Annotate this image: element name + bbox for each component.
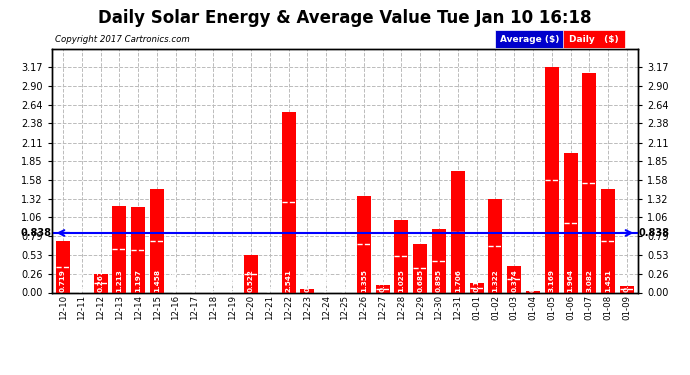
Bar [112,206,126,292]
Text: 0.127: 0.127 [473,269,480,292]
Text: 1.197: 1.197 [135,269,141,292]
Bar [413,244,427,292]
Text: 0.685: 0.685 [417,268,423,292]
Text: Daily Solar Energy & Average Value Tue Jan 10 16:18: Daily Solar Energy & Average Value Tue J… [98,9,592,27]
Text: 1.322: 1.322 [493,269,498,292]
Text: Daily   ($): Daily ($) [569,34,619,44]
Text: 0.267: 0.267 [97,269,104,292]
Bar [131,207,146,292]
Text: 0.000: 0.000 [192,269,197,292]
Text: 1.706: 1.706 [455,269,461,292]
Bar [451,171,465,292]
Bar [282,112,295,292]
Bar [507,266,521,292]
Text: 0.522: 0.522 [248,269,254,292]
Text: Copyright 2017 Cartronics.com: Copyright 2017 Cartronics.com [55,35,190,44]
Text: 0.000: 0.000 [210,269,217,292]
Text: 0.000: 0.000 [79,269,85,292]
Text: 0.048: 0.048 [304,269,310,292]
Text: 1.964: 1.964 [568,269,573,292]
Bar [56,242,70,292]
Text: 2.541: 2.541 [286,269,292,292]
Text: 1.355: 1.355 [361,269,367,292]
Bar [432,229,446,292]
Bar [395,220,408,292]
Text: 0.000: 0.000 [267,269,273,292]
Bar [357,196,371,292]
Text: 0.000: 0.000 [342,269,348,292]
Bar [601,189,615,292]
Text: Average ($): Average ($) [500,34,560,44]
Text: 1.213: 1.213 [117,269,122,292]
Text: 0.838: 0.838 [21,228,52,238]
Text: 0.838: 0.838 [638,228,669,238]
Text: 0.000: 0.000 [172,269,179,292]
Bar [564,153,578,292]
Text: 0.719: 0.719 [60,269,66,292]
Bar [563,30,624,48]
Text: 0.374: 0.374 [511,269,518,292]
Text: 0.895: 0.895 [436,268,442,292]
Bar [526,291,540,292]
Text: 0.000: 0.000 [323,269,329,292]
Text: 0.023: 0.023 [530,269,536,292]
Bar [94,273,108,292]
Bar [489,198,502,292]
Text: 3.082: 3.082 [586,269,593,292]
Bar [469,284,484,292]
Bar [544,67,559,292]
Text: 3.169: 3.169 [549,269,555,292]
Text: 0.000: 0.000 [229,269,235,292]
Text: 1.458: 1.458 [154,269,160,292]
Bar [150,189,164,292]
Bar [300,289,315,292]
Text: 1.025: 1.025 [398,269,404,292]
Text: 0.095: 0.095 [624,269,630,292]
Bar [375,285,390,292]
Text: 0.102: 0.102 [380,269,386,292]
Bar [495,30,565,48]
Bar [582,74,596,292]
Bar [244,255,258,292]
Text: 1.451: 1.451 [605,269,611,292]
Bar [620,286,634,292]
